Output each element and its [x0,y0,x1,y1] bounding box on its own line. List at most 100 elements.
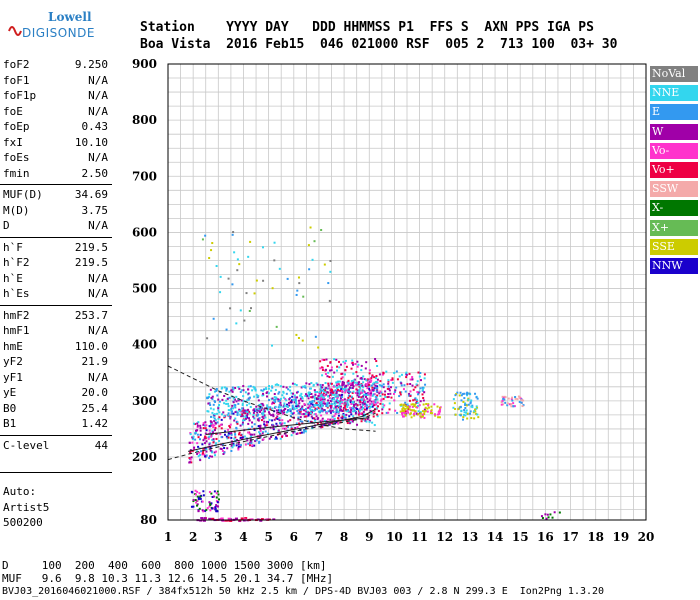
echo-point [340,400,343,403]
echo-point [223,451,226,454]
echo-point [208,490,211,493]
echo-point [331,375,334,378]
echo-point [263,408,266,411]
echo-point [381,373,384,376]
echo-point [310,402,313,405]
param-row: h`Es N/A [0,287,112,303]
echo-point [285,425,288,428]
echo-point [275,409,278,412]
echo-point [323,402,326,405]
echo-point [207,410,210,413]
echo-point [406,406,409,409]
echo-point [310,415,313,418]
param-row: yF1 N/A [0,371,112,387]
echo-point [467,397,470,400]
echo-point [226,437,229,440]
echo-point [280,410,283,413]
echo-point [541,517,544,520]
echo-point [347,398,350,401]
echo-point [349,411,352,414]
echo-point [336,383,339,386]
x-tick-label: 11 [411,530,428,544]
echo-point [325,358,328,361]
echo-point [321,384,324,387]
echo-point [208,518,212,521]
echo-point [369,409,372,412]
echo-point [409,412,412,415]
echo-point [522,399,525,402]
echo-point [285,399,288,402]
echo-point [350,413,353,416]
echo-point [210,396,213,399]
echo-point [274,383,277,386]
echo-point [323,390,326,393]
echo-point [408,408,411,411]
param-divider [0,434,112,436]
echo-point [273,402,276,405]
echo-point [272,424,275,427]
echo-point [474,392,477,395]
echo-point [371,405,374,408]
echo-point [394,409,397,412]
param-row: foF1p N/A [0,89,112,105]
echo-point [328,299,331,302]
echo-point [251,444,254,447]
echo-point [419,411,422,414]
echo-point [500,401,503,404]
echo-point [272,428,275,431]
echo-point [209,509,212,512]
echo-point [398,395,401,398]
echo-point [367,381,370,384]
echo-point [370,400,373,403]
echo-point [381,403,384,406]
echo-point [413,403,416,406]
echo-point [473,417,476,420]
param-row: hmE 110.0 [0,340,112,356]
echo-point [341,389,344,392]
echo-point [276,409,279,412]
echo-point [546,513,549,516]
echo-point [502,403,505,406]
echo-point [337,417,340,420]
echo-point [323,387,326,390]
echo-point [466,391,469,394]
echo-point [311,258,314,261]
echo-point [464,406,467,409]
echo-point [469,410,472,413]
echo-point [247,392,250,395]
echo-point [257,399,260,402]
echo-point [366,413,369,416]
echo-point [220,418,223,421]
echo-point [241,423,244,426]
echo-point [371,394,374,397]
echo-point [198,492,201,495]
echo-point [328,369,331,372]
echo-point [253,386,256,389]
echo-point [362,375,365,378]
echo-point [376,385,379,388]
echo-point [359,387,362,390]
echo-point [210,492,213,495]
echo-point [285,386,288,389]
echo-point [240,415,243,418]
echo-point [336,397,339,400]
echo-point [466,417,469,420]
echo-point [218,439,221,442]
echo-point [355,403,358,406]
echo-point [368,399,371,402]
echo-point [328,376,331,379]
echo-point [234,404,237,407]
echo-point [267,406,270,409]
param-value: 10.10 [74,135,108,149]
echo-point [326,375,329,378]
echo-point [333,371,336,374]
echo-point [476,413,479,416]
echo-point [359,399,362,402]
echo-point [197,510,200,513]
echo-point [215,499,218,502]
echo-point [362,413,365,416]
echo-point [335,384,338,387]
echo-point [382,386,385,389]
echo-point [323,424,326,427]
echo-point [244,391,247,394]
